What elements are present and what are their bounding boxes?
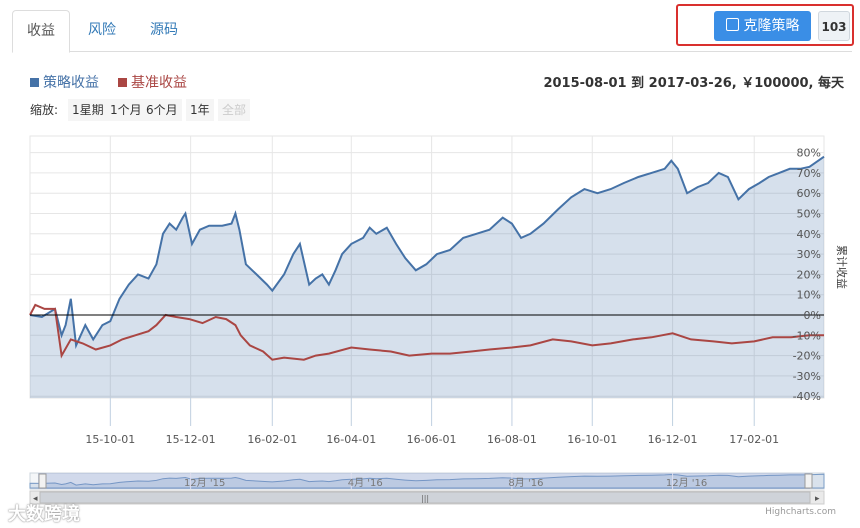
tab-risk[interactable]: 风险 <box>88 22 116 38</box>
tab-bar: 收益 风险 源码 <box>12 10 852 53</box>
x-tick-label: 16-06-01 <box>407 433 457 446</box>
zoom-1m-button[interactable]: 1个月 <box>106 99 146 121</box>
zoom-6m-button[interactable]: 6个月 <box>142 99 182 121</box>
clone-strategy-button[interactable]: 克隆策略 <box>714 11 811 41</box>
backtest-range-text: 2015-08-01 到 2017-03-26, ￥100000, 每天 <box>543 76 844 91</box>
zoom-1w-button[interactable]: 1星期 <box>68 99 108 121</box>
x-tick-label: 16-02-01 <box>247 433 297 446</box>
legend-item-benchmark[interactable]: 基准收益 <box>118 72 187 92</box>
plot-frame <box>29 135 825 399</box>
y-tick-label: 70% <box>797 167 821 180</box>
navigator-mask <box>38 473 810 489</box>
scroll-right-arrow-icon: ▸ <box>815 494 820 504</box>
y-tick-label: 40% <box>797 228 821 241</box>
legend-label-strategy: 策略收益 <box>43 75 99 91</box>
benchmark-line <box>29 303 824 361</box>
watermark-text: 大数跨境 <box>8 504 80 525</box>
navigator-scrollbar-thumb <box>39 491 811 504</box>
chart-grid <box>29 135 825 399</box>
x-axis-ticks: 15-10-01 15-12-01 16-02-01 16-04-01 16-06-01… <box>85 398 779 446</box>
y-tick-label: 60% <box>797 187 821 200</box>
y-tick-label: -40% <box>793 390 821 403</box>
tab-returns[interactable]: 收益 <box>12 10 70 53</box>
navigator-series <box>29 473 825 489</box>
navigator-label: 12月 '16 <box>666 477 707 489</box>
y-tick-label: 10% <box>797 289 821 302</box>
legend-item-strategy[interactable]: 策略收益 <box>30 72 99 92</box>
navigator-handle-left <box>38 473 47 489</box>
x-tick-label: 15-12-01 <box>166 433 216 446</box>
x-tick-label: 16-10-01 <box>567 433 617 446</box>
legend-label-benchmark: 基准收益 <box>131 75 187 91</box>
y-tick-label: 0% <box>804 309 821 322</box>
legend-swatch-benchmark <box>118 78 127 87</box>
tab-source[interactable]: 源码 <box>150 22 178 38</box>
zoom-1y-button[interactable]: 1年 <box>186 99 214 121</box>
navigator-label: 12月 '15 <box>184 477 225 489</box>
navigator-label: 8月 '16 <box>508 477 543 489</box>
scrollbar-grip-icon: ||| <box>421 494 429 503</box>
y-axis-title: 累计收益 <box>835 245 849 289</box>
x-tick-label: 16-04-01 <box>326 433 376 446</box>
y-tick-label: -30% <box>793 370 821 383</box>
y-axis-ticks: 80% 70% 60% 50% 40% 30% 20% 10% 0% -10% -20% -30% -4… <box>793 147 821 404</box>
x-tick-label: 16-08-01 <box>487 433 537 446</box>
scroll-left-arrow-icon: ◂ <box>33 494 38 504</box>
y-tick-label: -20% <box>793 350 821 363</box>
y-tick-label: 50% <box>797 208 821 221</box>
clone-count-badge: 103 <box>818 11 850 41</box>
clone-strategy-label: 克隆策略 <box>743 18 800 34</box>
navigator-labels: 12月 '15 4月 '16 8月 '16 12月 '16 <box>184 473 707 489</box>
highcharts-credits[interactable]: Highcharts.com <box>765 507 836 517</box>
legend-swatch-strategy <box>30 78 39 87</box>
strategy-area <box>30 156 824 398</box>
y-tick-label: 80% <box>797 147 821 160</box>
zoom-label: 缩放: <box>30 103 59 117</box>
strategy-line <box>29 155 825 350</box>
x-tick-label: 17-02-01 <box>729 433 779 446</box>
x-tick-label: 16-12-01 <box>648 433 698 446</box>
x-tick-label: 15-10-01 <box>85 433 135 446</box>
clone-highlight-box: 克隆策略 103 <box>676 4 854 46</box>
copy-icon <box>725 18 739 31</box>
y-tick-label: -10% <box>793 329 821 342</box>
navigator-label: 4月 '16 <box>348 477 383 489</box>
y-tick-label: 20% <box>797 268 821 281</box>
y-tick-label: 30% <box>797 248 821 261</box>
zoom-all-button[interactable]: 全部 <box>218 99 251 121</box>
navigator-handle-right <box>804 473 813 489</box>
